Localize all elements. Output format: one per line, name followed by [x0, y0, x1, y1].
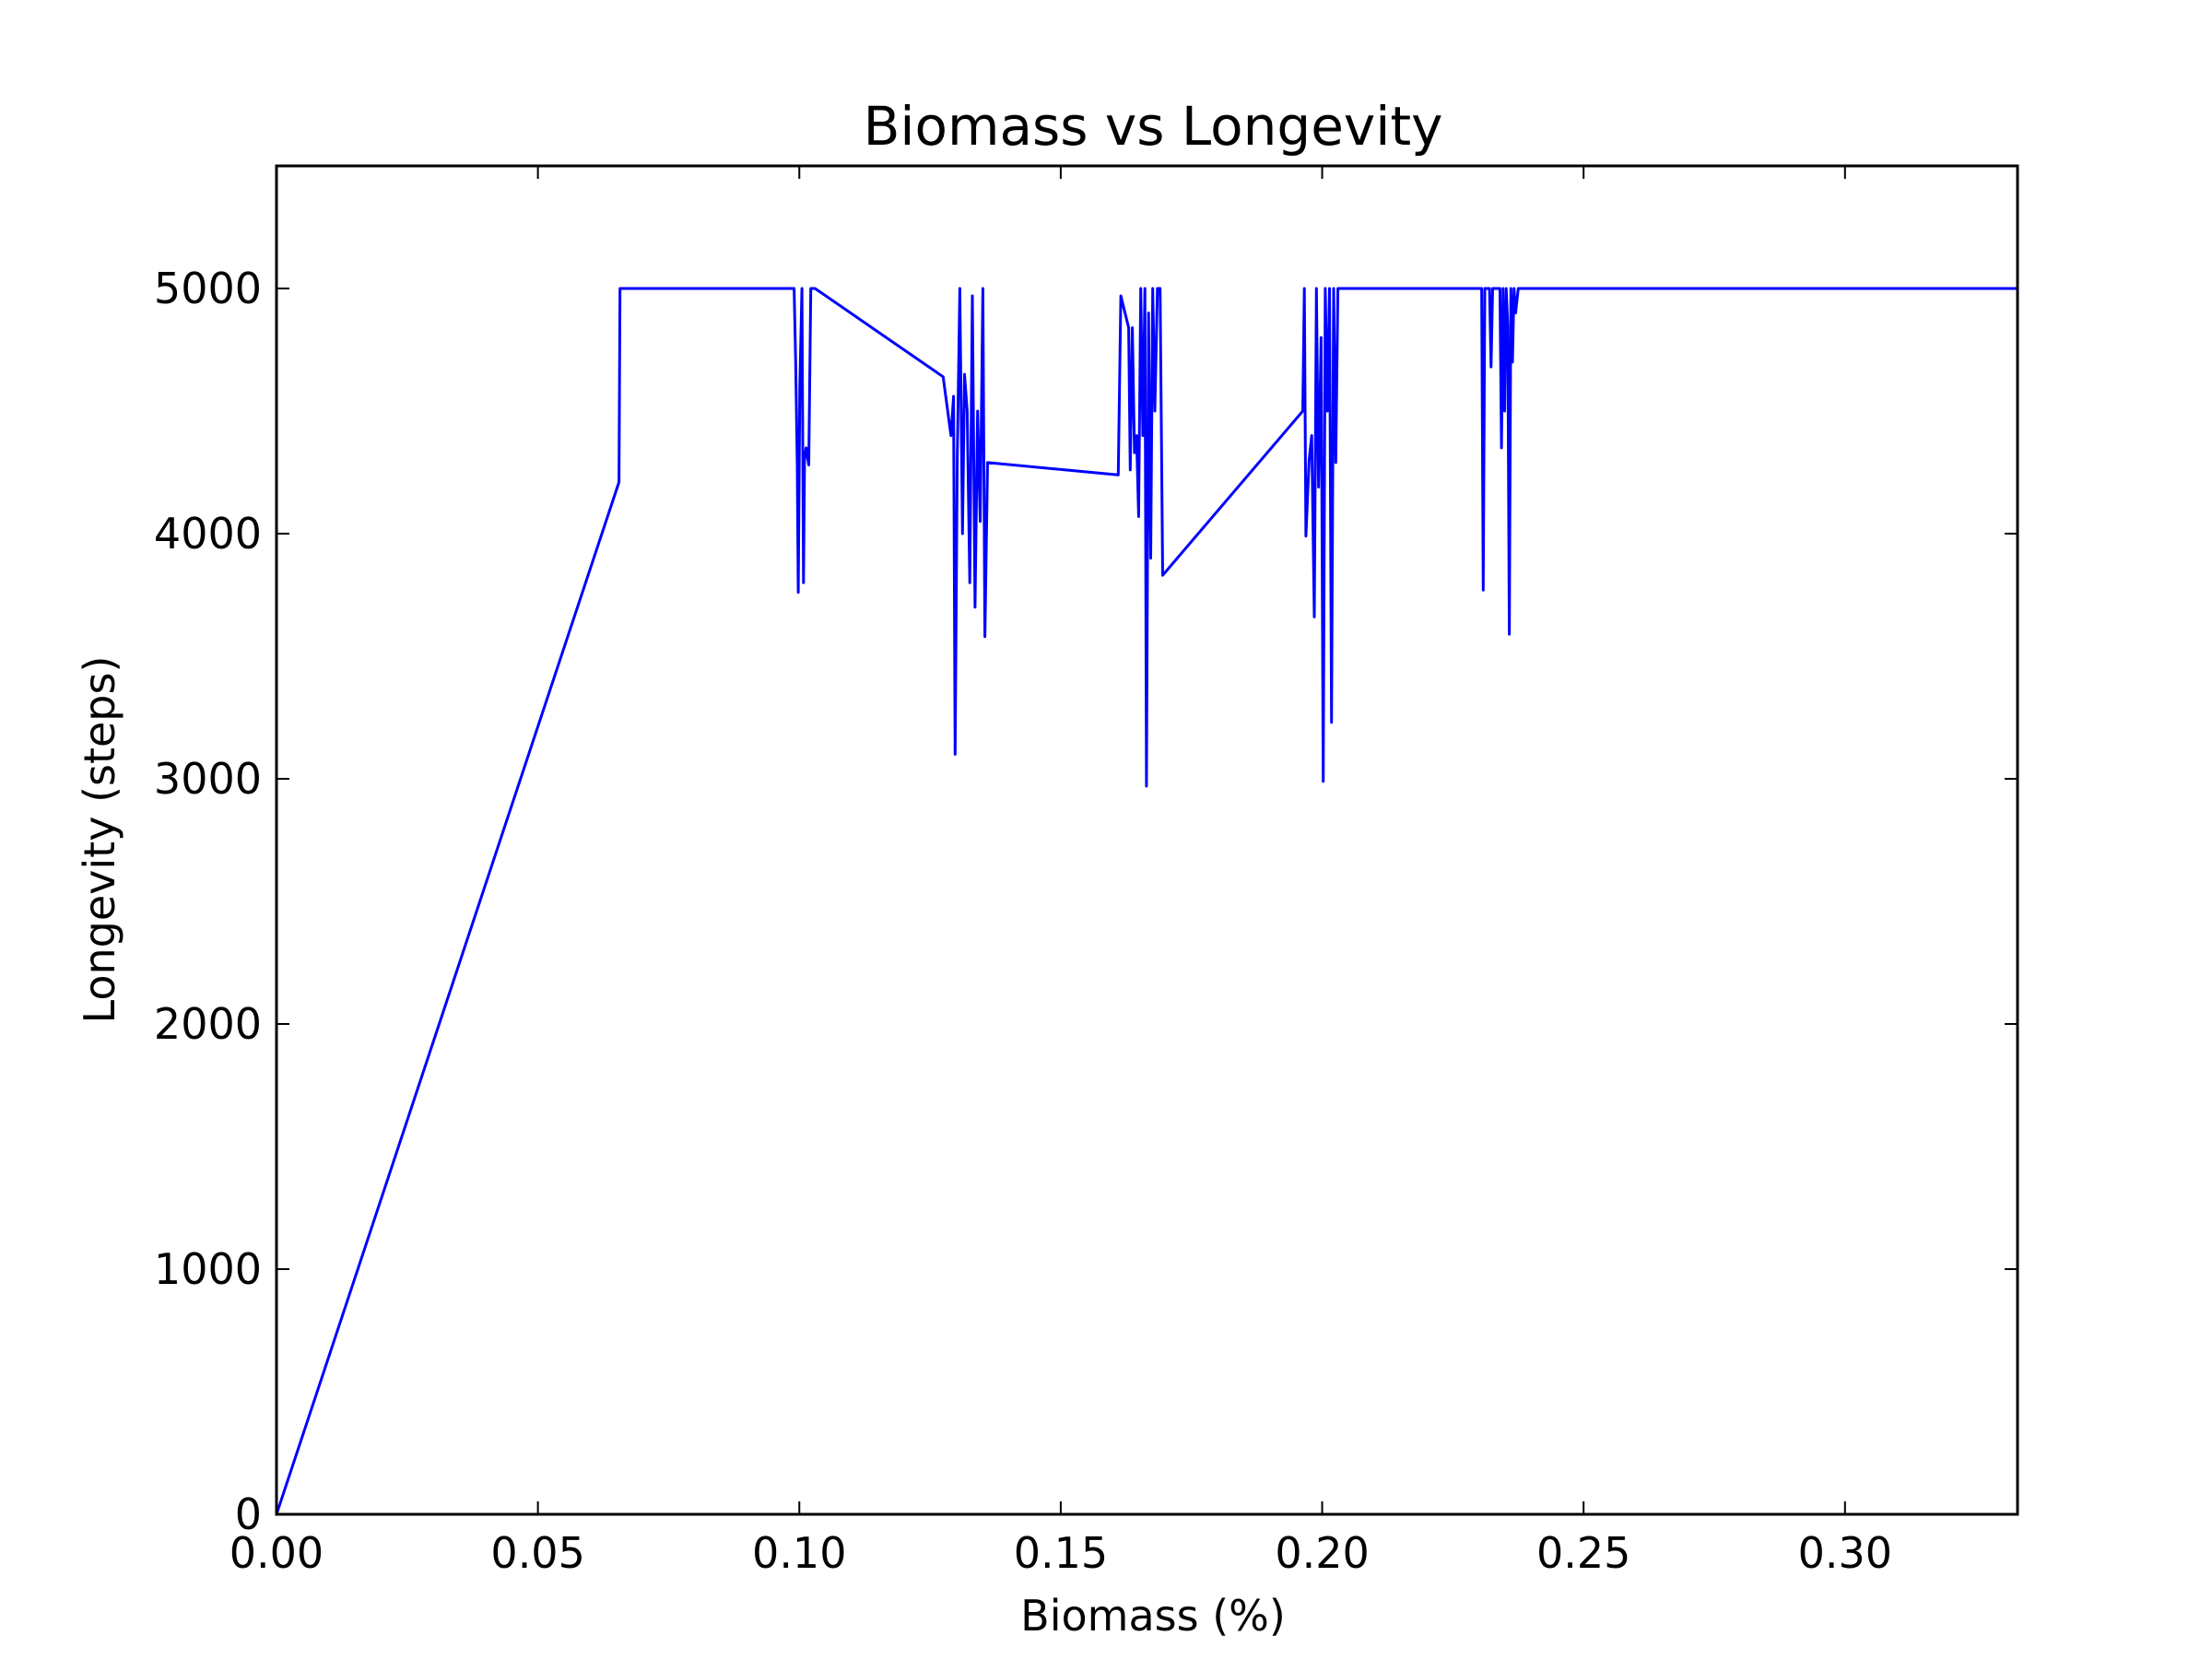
x-tick-label: 0.20	[1275, 1528, 1369, 1578]
x-tick-label: 0.05	[490, 1528, 584, 1578]
y-tick-label: 4000	[154, 509, 262, 559]
y-tick-label: 1000	[154, 1244, 262, 1294]
x-tick-label: 0.30	[1798, 1528, 1892, 1578]
x-tick-label: 0.00	[229, 1528, 324, 1578]
y-axis-label: Longevity (steps)	[75, 656, 124, 1024]
y-tick-label: 3000	[154, 754, 262, 804]
tick-labels: 0.00 0.05 0.10 0.15 0.20 0.25 0.30 0 1000 2000 300…	[154, 264, 1892, 1578]
x-tick-label: 0.25	[1536, 1528, 1630, 1578]
x-tick-label: 0.15	[1014, 1528, 1108, 1578]
plot-frame	[275, 164, 2019, 1516]
x-tick-label: 0.10	[752, 1528, 846, 1578]
y-tick-label: 2000	[154, 999, 262, 1049]
x-axis-label: Biomass (%)	[1020, 1591, 1286, 1641]
series-layer	[276, 287, 2018, 1514]
chart-title: Biomass vs Longevity	[864, 95, 1443, 158]
series-line	[276, 287, 2018, 1514]
tick-marks	[276, 166, 2018, 1515]
y-tick-label: 5000	[154, 264, 262, 313]
y-tick-label: 0	[235, 1489, 262, 1539]
